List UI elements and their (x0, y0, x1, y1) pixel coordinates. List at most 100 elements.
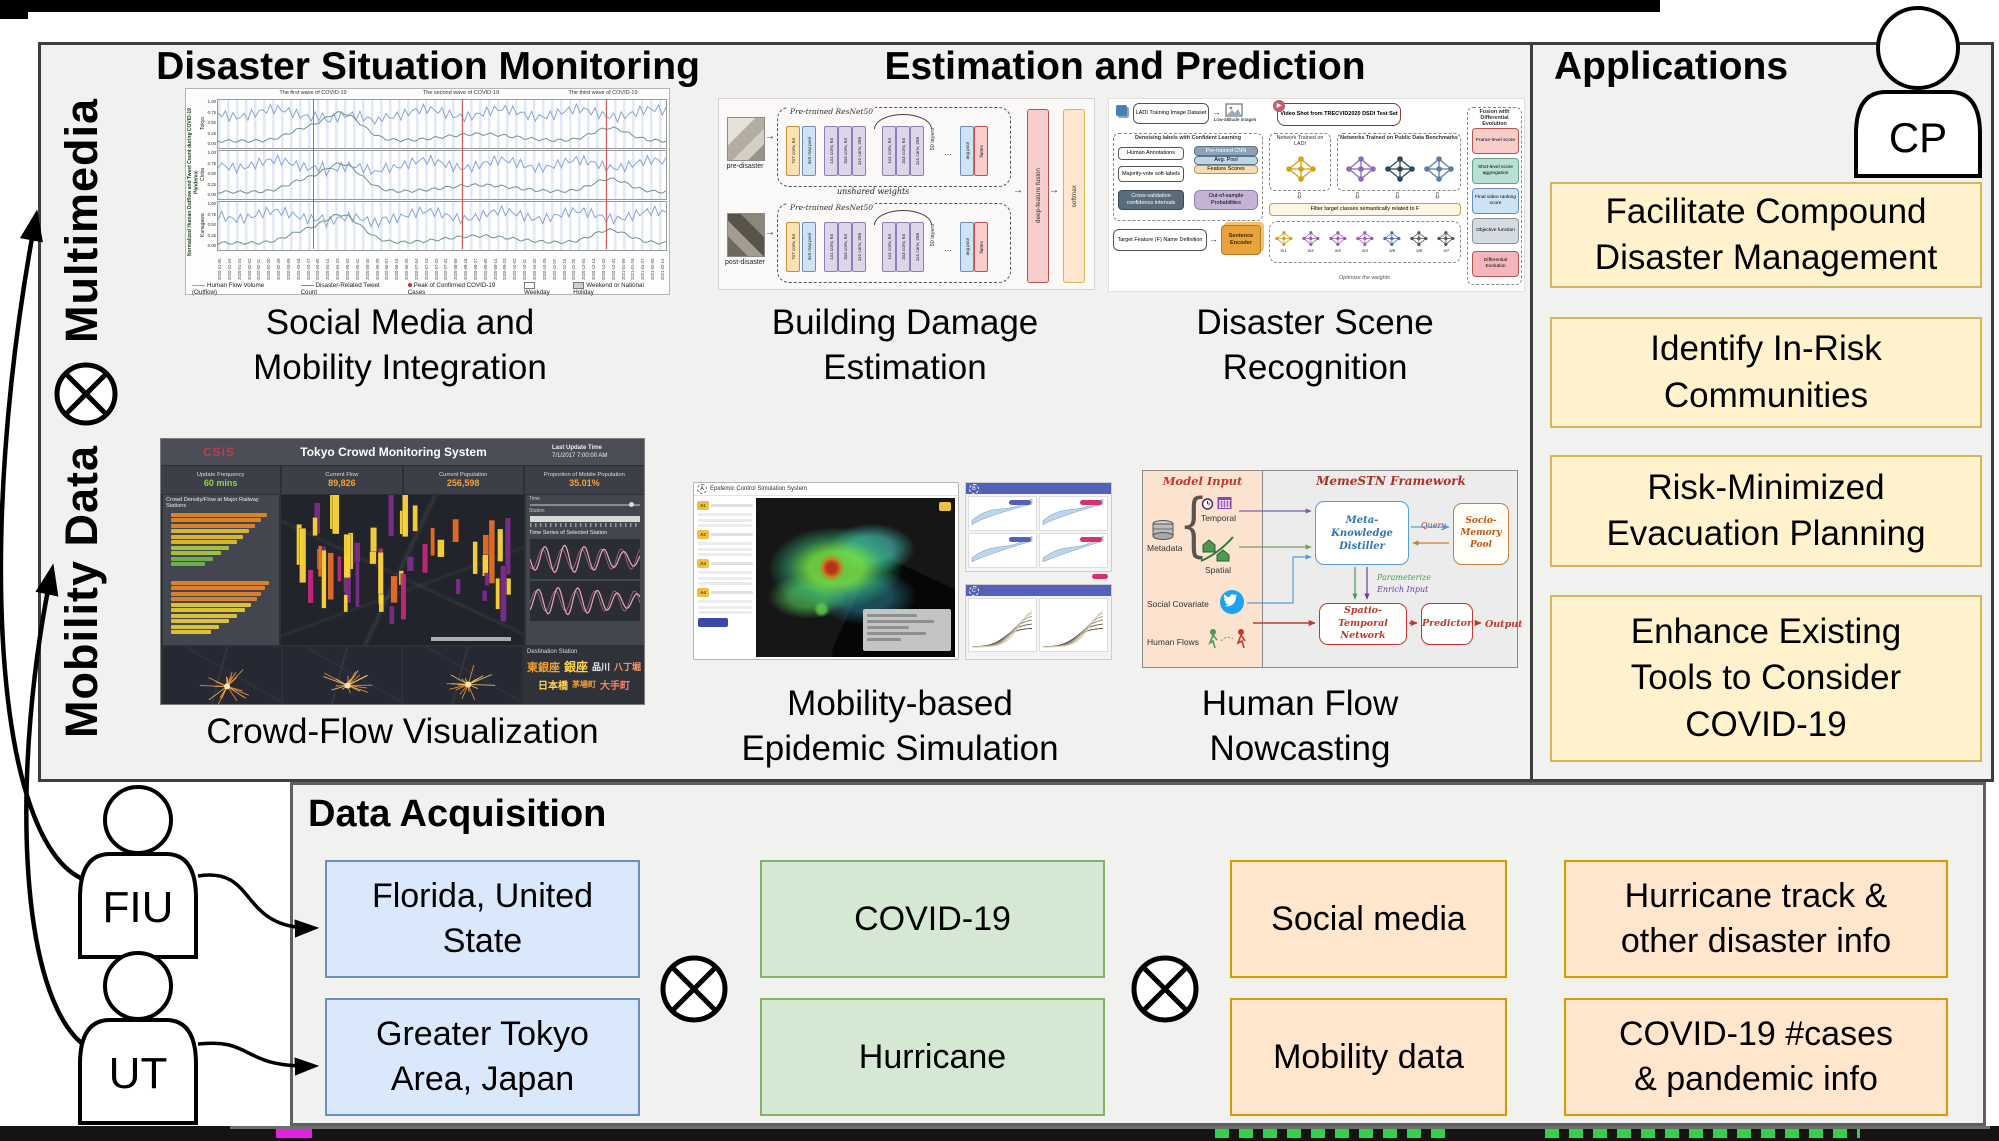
plot-chiba (217, 150, 667, 200)
figure-epidemic-simulation: A Epidemic Control Simulation System A1 A2… (693, 478, 1112, 662)
list-item: 0.50 (207, 222, 216, 227)
model-input-panel: Model Input Metadata { Temporal Spatial … (1143, 471, 1263, 667)
weight-cell: w5 (1382, 231, 1402, 253)
networks-public-box: Networks Trained on Public Data Benchmar… (1337, 133, 1461, 191)
list-item: 0.75 (207, 211, 216, 217)
list-item: 0.25 (207, 181, 216, 187)
timeseries-ylabel: Normalized Human Outflow and Tweet Count… (187, 108, 200, 256)
softmax-block: softmax (1063, 109, 1085, 283)
region-box-florida: Florida, United State (325, 860, 640, 978)
actor-fiu-label: FIU (103, 883, 174, 932)
flow-map-tile-1 (163, 647, 281, 705)
source-box-social-media: Social media (1230, 860, 1507, 978)
clock-icon (1201, 498, 1214, 510)
sim-button: A3 (697, 559, 709, 568)
strip-green-dashes-2 (1545, 1129, 1860, 1138)
legend-item: Human Flow Volume (Outflow) (192, 282, 265, 297)
wave-marker-line (313, 99, 314, 249)
simulation-titlebar: A Epidemic Control Simulation System (694, 483, 958, 496)
list-item: 茅場町 (572, 680, 596, 689)
list-item: 東銀座 (526, 661, 560, 674)
wave-marker-line (462, 99, 463, 249)
annotation-first-wave: The first wave of COVID-19 (279, 90, 347, 96)
ladi-dataset-box: LADI Training Image Dataset (1133, 103, 1209, 124)
weight-cell: w1 (1274, 231, 1294, 253)
annotation-third-wave: The third wave of COVID-19 (568, 90, 638, 96)
denoising-panel: Denoising labels with Confident Learning… (1113, 133, 1263, 221)
network-ladi-box: Network Trained on LADI (1269, 133, 1331, 191)
sim-button: A1 (697, 501, 709, 510)
app-box-evacuation-planning: Risk-Minimized Evacuation Planning (1550, 455, 1982, 567)
sentence-encoder-box: Sentence Encoder (1221, 225, 1261, 255)
annotation-second-wave: The second wave of COVID-19 (422, 90, 500, 96)
flow-map-tile-2 (283, 647, 401, 704)
target-feature-box: Target Feature (F) Name Definition (1113, 229, 1207, 251)
station-bars-panel: Crowd Density/Flow at Major Railway Stat… (163, 495, 279, 645)
actor-fiu-icon (78, 785, 198, 959)
meta-knowledge-distiller: Meta-Knowledge Distiller (1315, 501, 1409, 565)
heading-monitoring: Disaster Situation Monitoring (156, 45, 700, 88)
rail-label-mobility-data: Mobility Data (56, 444, 107, 738)
applications-divider (1530, 42, 1533, 782)
list-item: 1.00 (207, 99, 216, 104)
heading-estimation: Estimation and Prediction (884, 45, 1366, 88)
list-item: 0.75 (207, 109, 216, 115)
list-item: 0.00 (207, 141, 216, 146)
figure-tokyo-crowd-dashboard: CSIS Tokyo Crowd Monitoring System Last … (160, 438, 645, 705)
human-flows-icon (1208, 629, 1246, 649)
charts-panel-b: B (965, 482, 1112, 572)
legend-item: Weekday (524, 282, 562, 296)
station-wave-chart-1 (530, 539, 640, 579)
flow-map-tile-3 (403, 647, 522, 704)
plot-kanagawa (217, 201, 667, 251)
caption-nowcast: Human Flow Nowcasting (1201, 684, 1399, 768)
crowd-3d-map (281, 473, 524, 645)
legend-item: Disaster-Related Tweet Count (300, 282, 380, 297)
figure-building-damage: pre-disaster → Pre-trained ResNet50 7x7 … (718, 98, 1095, 290)
yticks-kanagawa: 1.00 0.75 0.50 0.25 0.00 (206, 201, 216, 248)
caption-crowd-flow: Crowd-Flow Visualization (206, 712, 599, 751)
top-black-bar (0, 0, 1660, 12)
list-item: 0.00 (207, 243, 216, 248)
destination-wordcloud: Destination Station 東銀座 銀座 品川 八丁堀 日本橋 茅場町 大手町 (524, 647, 644, 704)
stat-current-population: Current Population 256,598 (403, 466, 523, 494)
simulation-map (756, 498, 955, 657)
caption-epidemic: Mobility-based Epidemic Simulation (741, 684, 1059, 768)
video-progress-strip (0, 1126, 1999, 1141)
list-item: 1.00 (207, 150, 216, 155)
legend-item: Weekend or National Holiday (573, 282, 644, 297)
optimize-weights-label: Optimize the weights (1339, 275, 1391, 281)
fusion-block: deep-feature fusion (1027, 109, 1049, 283)
parameterize-label: Parameterize (1377, 573, 1431, 582)
caption-building-damage: Building Damage Estimation (771, 303, 1039, 387)
app-box-in-risk-communities: Identify In-Risk Communities (1550, 317, 1982, 428)
unshared-weights-label: unshared weights (837, 187, 910, 196)
dashboard-logo: CSIS (203, 445, 236, 459)
heading-applications: Applications (1554, 45, 1789, 88)
list-item: 0.50 (207, 120, 216, 125)
list-item: 0.25 (207, 130, 216, 136)
weights-row: w1 w2 w3 w4 w5 w6 w7 (1269, 221, 1461, 263)
figure-social-mobility-timeseries: Normalized Human Outflow and Tweet Count… (185, 88, 670, 296)
low-altitude-label: Low-altitude images (1213, 118, 1257, 123)
post-disaster-image (727, 213, 765, 257)
figure-disaster-scene: LADI Training Image Dataset → Low-altitu… (1108, 98, 1525, 292)
legend-item: Peak of Confirmed COVID-19 Cases (407, 282, 496, 297)
twitter-icon (1220, 590, 1244, 614)
fusion-panel: Fusion with Differential Evolution Frame… (1467, 107, 1522, 285)
image-icon (1225, 103, 1243, 117)
stat-update-frequency: Update Frequency 60 mins (161, 466, 281, 494)
dashboard-header: CSIS Tokyo Crowd Monitoring System Last … (161, 439, 644, 465)
list-item: 0.00 (207, 192, 216, 197)
simulation-sidebar: A1 A2 A3 A4 (696, 498, 754, 656)
sim-button: A4 (697, 588, 709, 597)
source-box-mobility-data: Mobility data (1230, 998, 1507, 1116)
list-item: 日本橋 (538, 681, 568, 692)
region-box-tokyo: Greater Tokyo Area, Japan (325, 998, 640, 1116)
heading-data-acquisition: Data Acquisition (308, 793, 607, 835)
sim-button: A2 (697, 530, 709, 539)
list-item: 0.25 (207, 232, 216, 238)
map-button (939, 502, 951, 511)
simulation-window: A Epidemic Control Simulation System A1 A2… (693, 482, 959, 660)
timeseries-legend: Human Flow Volume (Outflow) Disaster-Rel… (192, 282, 665, 296)
